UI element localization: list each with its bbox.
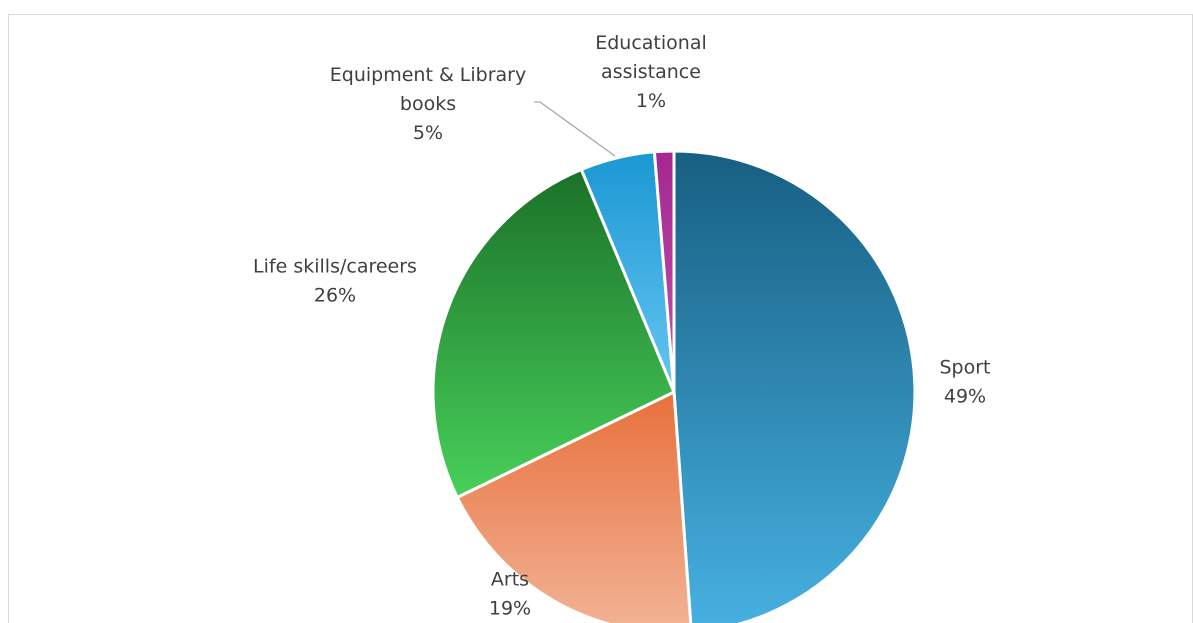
data-labels: Sport 49% Arts 19% Life skills/careers 26% Equ…: [253, 32, 990, 620]
pie-slices: [431, 149, 917, 623]
data-label-educational-assistance: Educational assistance 1%: [595, 32, 707, 112]
leader-line-equipment-library-books: [534, 101, 616, 157]
data-label-equipment-library-books: Equipment & Library books 5%: [330, 64, 526, 144]
pie-slice-life-skills-careers: [431, 168, 676, 499]
data-label-arts: Arts 19%: [489, 569, 531, 620]
pie-slice-educational-assistance: [652, 149, 676, 394]
data-label-life-skills-careers: Life skills/careers 26%: [253, 256, 417, 307]
pie-slice-arts: [455, 390, 693, 623]
pie-slice-sport: [672, 149, 917, 623]
leader-lines: [534, 101, 616, 157]
data-label-sport: Sport 49%: [939, 357, 990, 408]
